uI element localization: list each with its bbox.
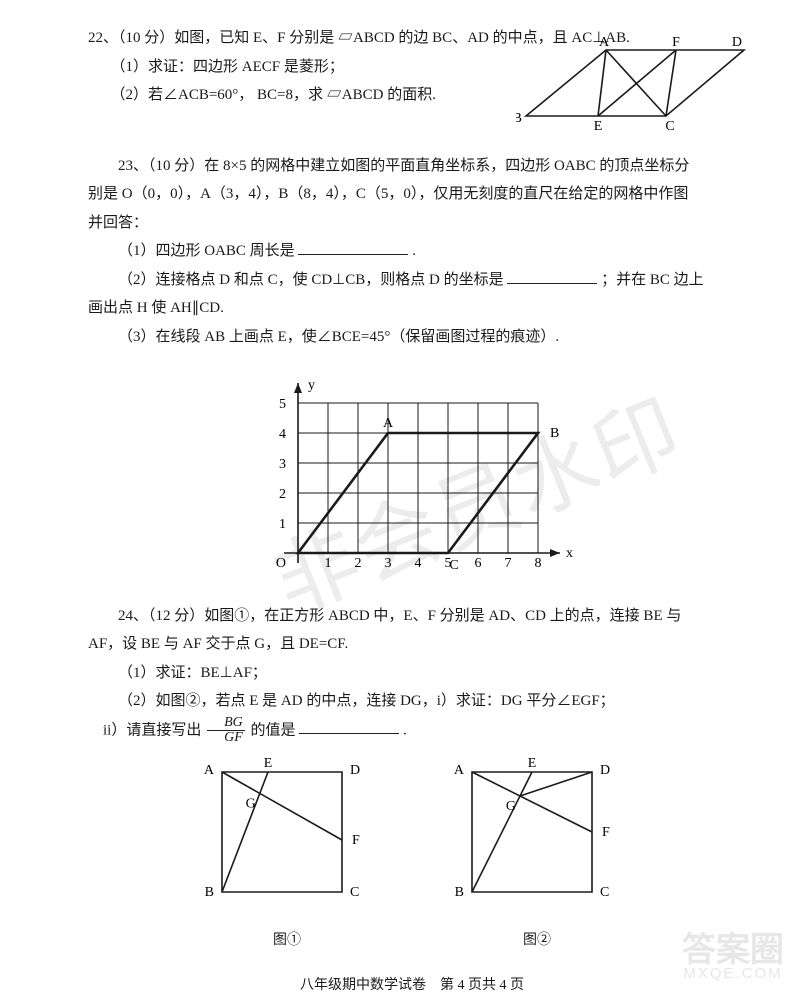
svg-text:G: G <box>246 796 256 811</box>
svg-text:E: E <box>528 756 537 771</box>
problem-23: 23、（10 分）在 8×5 的网格中建立如图的平面直角坐标系，四边形 OABC… <box>88 152 736 588</box>
svg-text:C: C <box>665 119 674 134</box>
p24-q2: （2）如图②，若点 E 是 AD 的中点，连接 DG，i）求证：DG 平分∠EG… <box>88 687 736 716</box>
svg-text:A: A <box>204 763 215 778</box>
p23-head3: 并回答： <box>88 209 736 238</box>
p24-head2: AF，设 BE 与 AF 交于点 G，且 DE=CF. <box>88 630 736 659</box>
problem-22: 22、（10 分）如图，已知 E、F 分别是 ▱ABCD 的边 BC、AD 的中… <box>88 24 736 110</box>
svg-text:O: O <box>276 556 286 571</box>
svg-text:A: A <box>454 763 465 778</box>
svg-text:A: A <box>383 416 394 431</box>
p22-figure: A F D B E C <box>516 34 746 145</box>
svg-text:E: E <box>594 119 603 134</box>
frac-den: GF <box>207 731 245 746</box>
svg-text:x: x <box>566 546 573 561</box>
svg-text:B: B <box>205 885 214 900</box>
p23-q2c: 画出点 H 使 AH∥CD. <box>88 294 736 323</box>
p23-q2b: ；并在 BC 边上 <box>601 272 704 288</box>
svg-text:5: 5 <box>279 397 286 412</box>
svg-text:3: 3 <box>385 556 392 571</box>
page-footer: 八年级期中数学试卷 第 4 页共 4 页 <box>88 973 736 1000</box>
svg-text:D: D <box>600 763 610 778</box>
p23-q2: （2）连接格点 D 和点 C，使 CD⊥CB，则格点 D 的坐标是 ；并在 BC… <box>88 266 736 295</box>
p24-q1: （1）求证：BE⊥AF； <box>88 659 736 688</box>
svg-text:D: D <box>350 763 360 778</box>
problem-24: 24、（12 分）如图①，在正方形 ABCD 中，E、F 分别是 AD、CD 上… <box>88 602 736 955</box>
fraction-bg-gf: BG GF <box>207 716 245 746</box>
svg-text:1: 1 <box>325 556 332 571</box>
p24-cap2: 图② <box>452 928 622 955</box>
p23-head: 23、（10 分）在 8×5 的网格中建立如图的平面直角坐标系，四边形 OABC… <box>88 152 736 181</box>
p23-blank2 <box>507 270 597 284</box>
svg-text:B: B <box>516 111 522 126</box>
svg-text:1: 1 <box>279 517 286 532</box>
svg-text:B: B <box>550 426 559 441</box>
p24-figures: A D B C E F G 图① A D B C E F G 图② <box>88 752 736 955</box>
svg-text:3: 3 <box>279 457 286 472</box>
p23-q1a: （1）四边形 OABC 周长是 <box>118 243 295 259</box>
p23-head2: 别是 O（0，0），A（3，4），B（8，4），C（5，0），仅用无刻度的直尺在… <box>88 180 736 209</box>
p23-figure: 1234567812345OxyABC <box>88 357 736 588</box>
p24-q3: ii）请直接写出 BG GF 的值是 . <box>88 716 736 746</box>
svg-text:y: y <box>308 378 315 393</box>
svg-text:2: 2 <box>355 556 362 571</box>
svg-text:D: D <box>732 35 742 50</box>
svg-text:C: C <box>350 885 359 900</box>
svg-text:A: A <box>599 35 610 50</box>
p24-head: 24、（12 分）如图①，在正方形 ABCD 中，E、F 分别是 AD、CD 上… <box>88 602 736 631</box>
svg-text:C: C <box>449 558 458 573</box>
p23-q1b: . <box>412 243 416 259</box>
svg-text:B: B <box>455 885 464 900</box>
p24-q3b: 的值是 <box>251 722 296 738</box>
svg-text:8: 8 <box>535 556 542 571</box>
svg-text:7: 7 <box>505 556 512 571</box>
svg-text:E: E <box>264 756 273 771</box>
p24-q3c: . <box>403 722 407 738</box>
p23-q1: （1）四边形 OABC 周长是 . <box>88 237 736 266</box>
frac-num: BG <box>207 716 245 732</box>
p23-q3: （3）在线段 AB 上画点 E，使∠BCE=45°（保留画图过程的痕迹）. <box>88 323 736 352</box>
svg-text:4: 4 <box>279 427 286 442</box>
p24-q3a: ii）请直接写出 <box>103 722 201 738</box>
p24-blank <box>299 721 399 735</box>
svg-text:F: F <box>352 833 360 848</box>
svg-text:G: G <box>506 799 516 814</box>
p24-cap1: 图① <box>202 928 372 955</box>
svg-text:F: F <box>602 825 610 840</box>
svg-text:F: F <box>672 35 680 50</box>
svg-text:2: 2 <box>279 487 286 502</box>
svg-text:C: C <box>600 885 609 900</box>
svg-text:6: 6 <box>475 556 482 571</box>
p23-q2a: （2）连接格点 D 和点 C，使 CD⊥CB，则格点 D 的坐标是 <box>118 272 504 288</box>
svg-text:4: 4 <box>415 556 422 571</box>
p23-blank1 <box>298 242 408 256</box>
